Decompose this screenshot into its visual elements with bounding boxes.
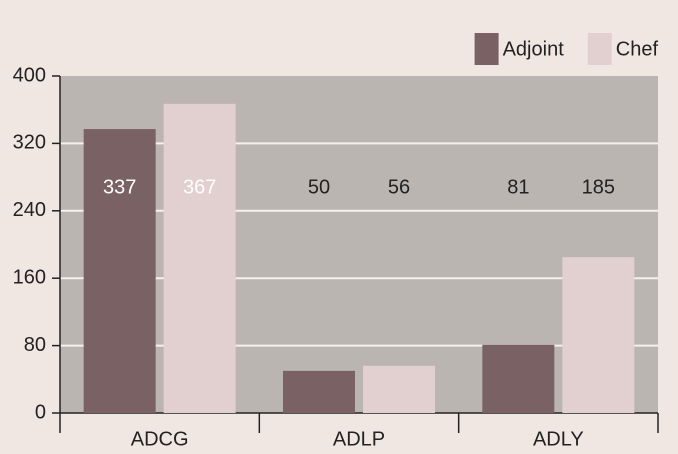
bar	[482, 344, 555, 413]
data-label: 185	[582, 176, 615, 198]
y-tick-label: 240	[13, 199, 46, 221]
y-tick-label: 80	[24, 334, 46, 356]
data-label: 56	[388, 176, 410, 198]
x-tick-label: ADLP	[333, 428, 385, 450]
x-tick-label: ADLY	[533, 428, 584, 450]
y-tick-label: 320	[13, 132, 46, 154]
bar	[562, 257, 635, 413]
plot-area	[60, 76, 658, 413]
x-tick-label: ADCG	[131, 428, 189, 450]
data-label: 50	[308, 176, 330, 198]
bar	[163, 103, 236, 414]
legend-label: Adjoint	[503, 38, 565, 60]
y-tick-label: 400	[13, 64, 46, 86]
legend-swatch	[587, 33, 612, 65]
bar	[283, 370, 355, 413]
bar	[363, 365, 435, 413]
y-tick-label: 160	[13, 266, 46, 288]
bar	[83, 129, 156, 413]
y-tick-label: 0	[35, 401, 46, 423]
data-label: 367	[183, 176, 216, 198]
data-label: 337	[103, 176, 136, 198]
data-label: 81	[507, 176, 529, 198]
legend-swatch	[474, 33, 499, 65]
legend-label: Chef	[616, 38, 659, 60]
